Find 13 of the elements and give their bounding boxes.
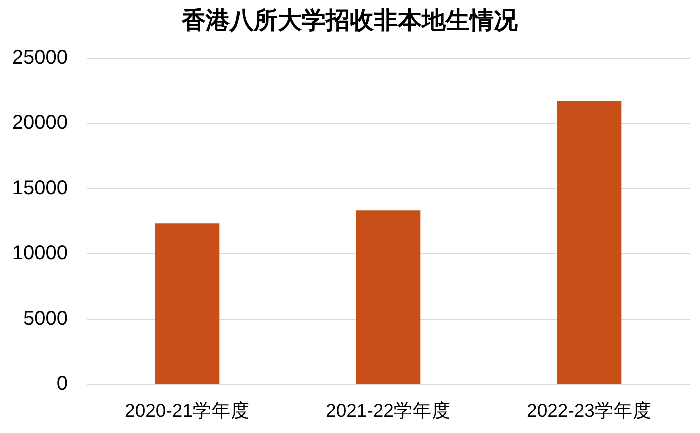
x-tick-label: 2021-22学年度 xyxy=(326,400,451,421)
y-tick-label: 10000 xyxy=(12,242,68,265)
chart-title: 香港八所大学招收非本地生情况 xyxy=(181,8,519,34)
y-tick-label: 0 xyxy=(56,373,68,395)
x-tick-label: 2022-23学年度 xyxy=(527,400,652,421)
y-tick-label: 15000 xyxy=(12,177,68,200)
y-tick-label: 25000 xyxy=(12,47,68,69)
bar xyxy=(557,101,622,384)
x-tick-label: 2020-21学年度 xyxy=(125,400,250,421)
bar xyxy=(356,210,421,384)
y-tick-label: 20000 xyxy=(12,112,68,134)
y-tick-label: 5000 xyxy=(24,308,68,330)
bar xyxy=(155,224,220,384)
